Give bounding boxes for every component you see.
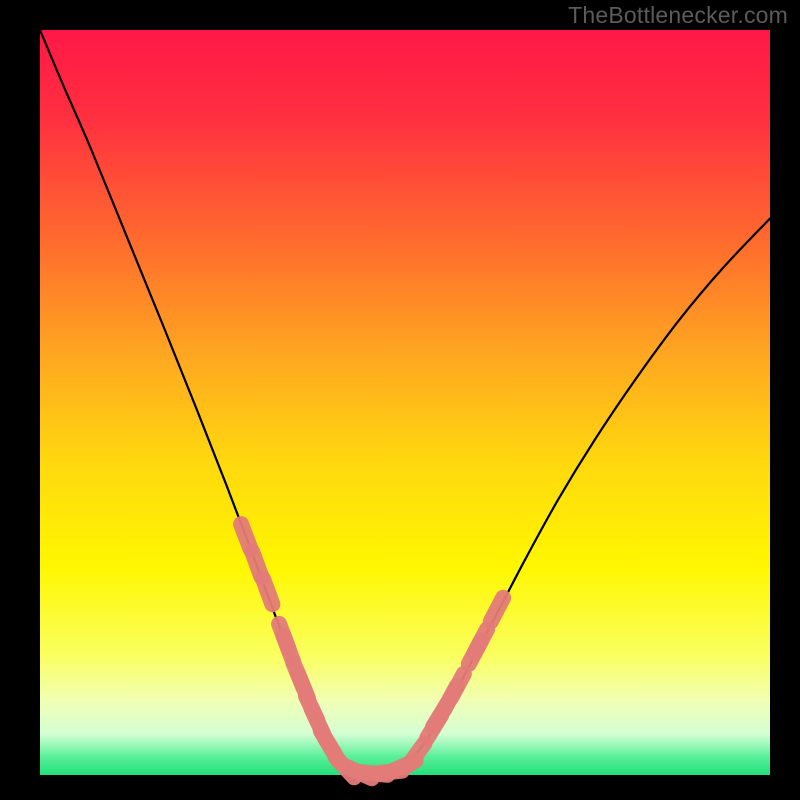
curve-marker (491, 598, 503, 622)
curve-marker (475, 629, 487, 653)
chart-frame: TheBottlenecker.com (0, 0, 800, 800)
plot-area (40, 30, 770, 775)
curve-marker (263, 579, 272, 604)
v-curve-svg (40, 30, 770, 775)
watermark-text: TheBottlenecker.com (568, 2, 788, 29)
bottleneck-curve (40, 30, 770, 774)
curve-marker (451, 674, 464, 698)
